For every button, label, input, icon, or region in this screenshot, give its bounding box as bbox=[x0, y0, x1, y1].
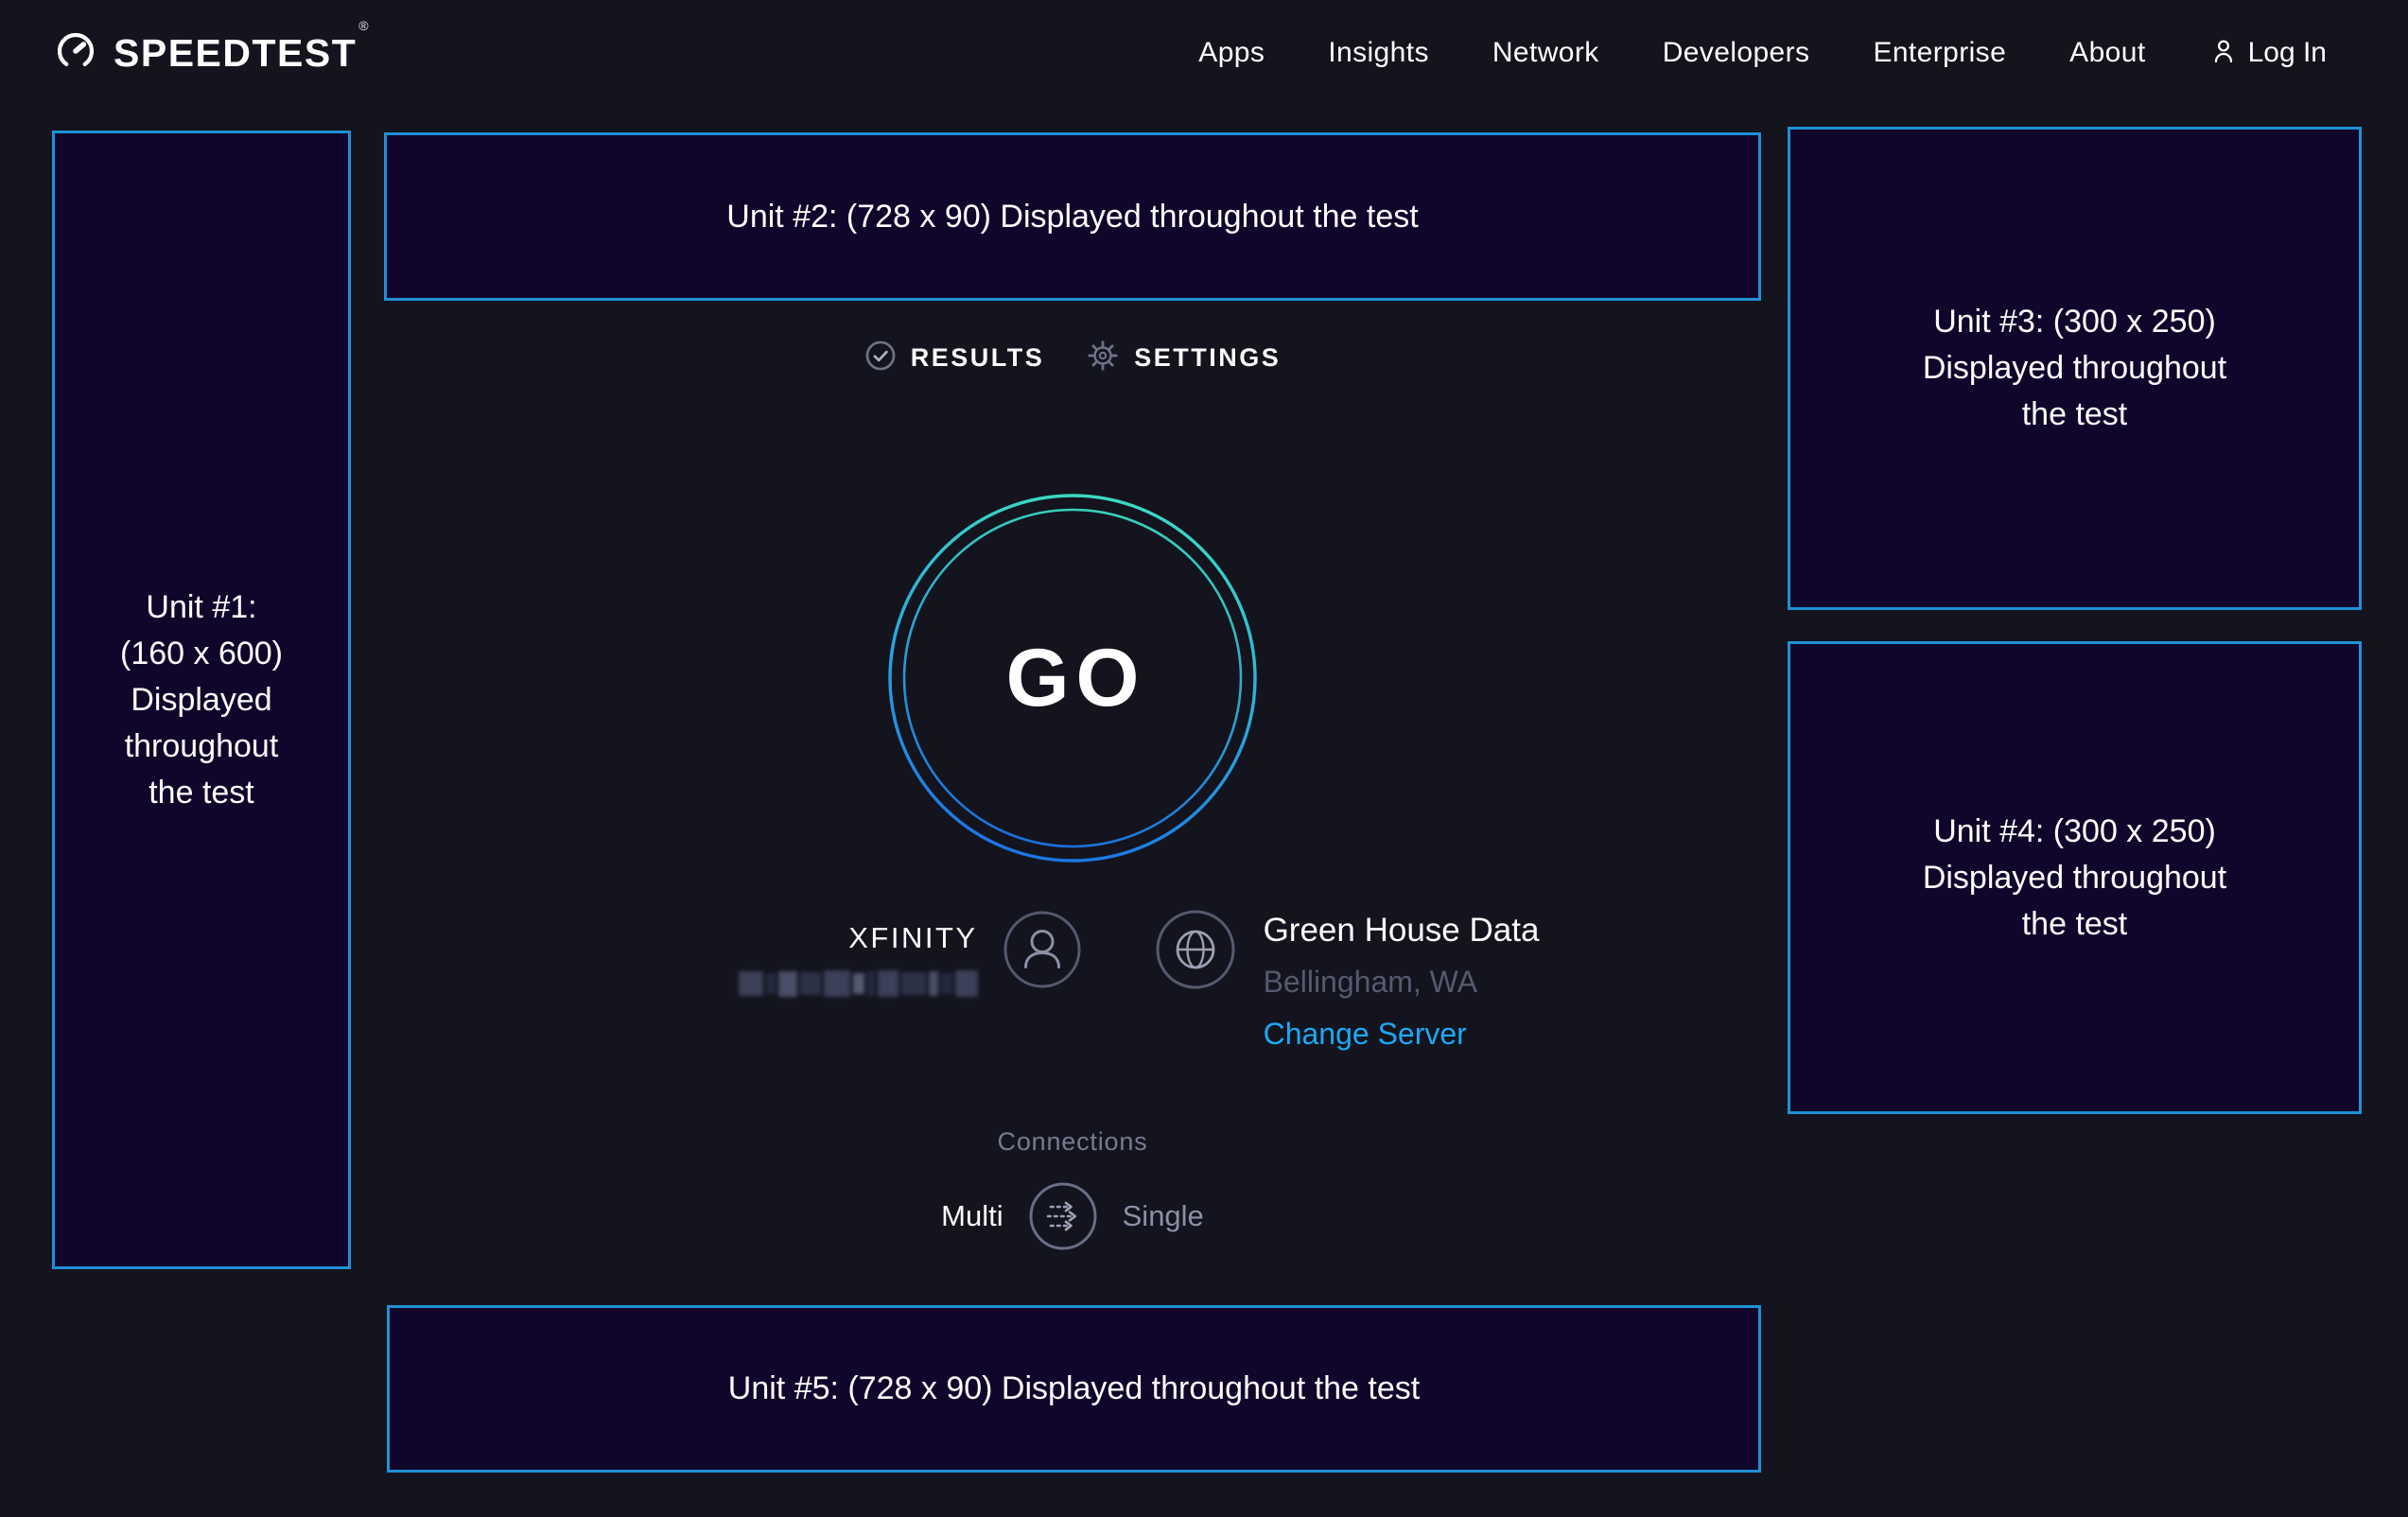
ad-unit-1-line: throughout bbox=[124, 727, 279, 764]
login-label: Log In bbox=[2247, 37, 2327, 68]
login-button[interactable]: Log In bbox=[2209, 37, 2327, 70]
connections-section: Connections Multi Single bbox=[384, 1127, 1761, 1251]
ad-unit-1-line: the test bbox=[148, 774, 254, 811]
user-icon bbox=[2209, 37, 2238, 70]
server-location: Bellingham, WA bbox=[1263, 965, 1478, 999]
gauge-icon bbox=[53, 28, 98, 78]
ad-unit-5-line: Unit #5: (728 x 90) Displayed throughout… bbox=[727, 1370, 1421, 1406]
gear-icon bbox=[1086, 339, 1120, 377]
tab-settings-label: SETTINGS bbox=[1134, 343, 1282, 372]
ad-unit-3: Unit #3: (300 x 250) Displayed throughou… bbox=[1788, 127, 2362, 610]
ad-unit-1-line: Unit #1: bbox=[146, 588, 257, 625]
connections-toggle-row: Multi Single bbox=[384, 1181, 1761, 1251]
ad-unit-1: Unit #1: (160 x 600) Displayed throughou… bbox=[52, 131, 351, 1269]
ad-unit-1-line: Displayed bbox=[131, 681, 272, 718]
ad-unit-3-line: the test bbox=[2021, 396, 2128, 432]
nav-menu: Apps Insights Network Developers Enterpr… bbox=[1198, 37, 2327, 70]
nav-item-apps[interactable]: Apps bbox=[1198, 37, 1265, 68]
ad-unit-5: Unit #5: (728 x 90) Displayed throughout… bbox=[387, 1305, 1761, 1473]
go-label: GO bbox=[1005, 632, 1146, 724]
ad-unit-4-line: Displayed throughout bbox=[1922, 859, 2227, 896]
isp-ip-redacted bbox=[738, 970, 978, 997]
ad-unit-2-line: Unit #2: (728 x 90) Displayed throughout… bbox=[726, 198, 1419, 235]
isp-block: XFINITY bbox=[738, 921, 978, 997]
speedtest-logo[interactable]: SPEEDTEST® bbox=[53, 18, 369, 78]
connection-info-row: XFINITY bbox=[384, 908, 1761, 1052]
go-ring-gradient bbox=[888, 494, 1257, 863]
top-nav-bar: SPEEDTEST® Apps Insights Network Develop… bbox=[0, 0, 2408, 106]
ad-unit-4-line: Unit #4: (300 x 250) bbox=[1933, 812, 2216, 849]
nav-item-network[interactable]: Network bbox=[1492, 37, 1599, 68]
nav-item-enterprise[interactable]: Enterprise bbox=[1873, 37, 2007, 68]
change-server-link[interactable]: Change Server bbox=[1263, 1017, 1467, 1051]
nav-item-developers[interactable]: Developers bbox=[1662, 37, 1810, 68]
ad-unit-2: Unit #2: (728 x 90) Displayed throughout… bbox=[384, 132, 1761, 301]
ad-unit-1-line: (160 x 600) bbox=[120, 635, 283, 671]
ad-unit-4-line: the test bbox=[2021, 905, 2128, 942]
connections-single-label[interactable]: Single bbox=[1122, 1199, 1204, 1232]
connections-toggle[interactable] bbox=[1028, 1181, 1098, 1251]
tab-settings[interactable]: SETTINGS bbox=[1086, 339, 1281, 377]
nav-item-about[interactable]: About bbox=[2069, 37, 2146, 68]
results-settings-tabs: RESULTS bbox=[384, 339, 1761, 377]
connections-title: Connections bbox=[997, 1127, 1148, 1156]
trademark-symbol: ® bbox=[358, 17, 369, 33]
nav-item-insights[interactable]: Insights bbox=[1328, 37, 1429, 68]
check-circle-icon bbox=[864, 340, 897, 376]
ad-unit-3-line: Displayed throughout bbox=[1922, 350, 2227, 386]
logo-text: SPEEDTEST bbox=[113, 30, 358, 75]
server-block: Green House Data Bellingham, WA Change S… bbox=[1264, 908, 1540, 1052]
server-name: Green House Data bbox=[1263, 912, 1540, 949]
ad-unit-3-line: Unit #3: (300 x 250) bbox=[1933, 304, 2216, 340]
ad-unit-4: Unit #4: (300 x 250) Displayed throughou… bbox=[1788, 641, 2362, 1114]
isp-person-icon[interactable] bbox=[1003, 910, 1082, 994]
tab-results[interactable]: RESULTS bbox=[864, 340, 1045, 376]
connections-multi-label[interactable]: Multi bbox=[941, 1199, 1003, 1232]
isp-name: XFINITY bbox=[848, 921, 978, 954]
server-globe-icon[interactable] bbox=[1154, 908, 1237, 996]
tab-results-label: RESULTS bbox=[910, 343, 1045, 372]
go-button[interactable]: GO bbox=[883, 489, 1262, 867]
